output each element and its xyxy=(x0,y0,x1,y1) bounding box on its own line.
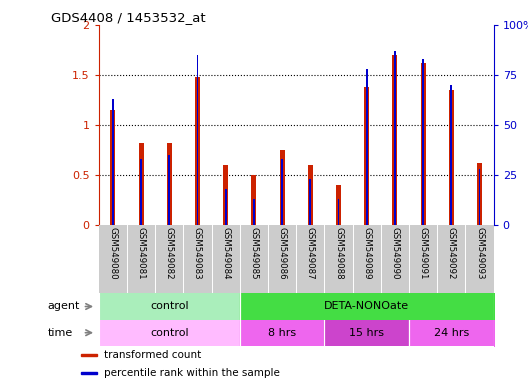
Text: GSM549093: GSM549093 xyxy=(475,227,484,279)
Text: GDS4408 / 1453532_at: GDS4408 / 1453532_at xyxy=(51,11,206,24)
Bar xyxy=(392,55,398,225)
Bar xyxy=(223,165,228,225)
Bar xyxy=(195,77,200,225)
Text: GSM549086: GSM549086 xyxy=(278,227,287,280)
Text: time: time xyxy=(48,328,73,338)
Bar xyxy=(366,69,367,225)
Bar xyxy=(422,59,424,225)
Text: transformed count: transformed count xyxy=(103,351,201,361)
Bar xyxy=(336,185,341,225)
Bar xyxy=(337,199,340,225)
Text: 15 hrs: 15 hrs xyxy=(349,328,384,338)
Bar xyxy=(449,90,454,225)
Text: 24 hrs: 24 hrs xyxy=(433,328,469,338)
Bar xyxy=(477,163,482,225)
Text: control: control xyxy=(150,301,188,311)
Bar xyxy=(279,150,285,225)
Text: agent: agent xyxy=(48,301,80,311)
Bar xyxy=(309,179,311,225)
Bar xyxy=(196,55,199,225)
Bar xyxy=(110,110,116,225)
Text: DETA-NONOate: DETA-NONOate xyxy=(324,301,409,311)
Text: GSM549080: GSM549080 xyxy=(108,227,117,280)
Bar xyxy=(251,175,257,225)
Text: GSM549084: GSM549084 xyxy=(221,227,230,280)
Bar xyxy=(138,143,144,225)
Bar xyxy=(168,155,170,225)
Text: GSM549092: GSM549092 xyxy=(447,227,456,279)
Bar xyxy=(394,51,396,225)
Text: control: control xyxy=(150,328,188,338)
Bar xyxy=(308,165,313,225)
Text: percentile rank within the sample: percentile rank within the sample xyxy=(103,368,279,378)
Bar xyxy=(81,354,97,356)
Text: GSM549090: GSM549090 xyxy=(390,227,400,279)
Bar xyxy=(225,189,227,225)
Bar xyxy=(81,372,97,374)
Text: 8 hrs: 8 hrs xyxy=(268,328,296,338)
Bar xyxy=(140,159,142,225)
Bar xyxy=(450,85,452,225)
Text: GSM549085: GSM549085 xyxy=(249,227,258,280)
Bar xyxy=(421,63,426,225)
Text: GSM549091: GSM549091 xyxy=(419,227,428,279)
Text: GSM549082: GSM549082 xyxy=(165,227,174,280)
Bar xyxy=(167,143,172,225)
Bar xyxy=(364,87,369,225)
Text: GSM549089: GSM549089 xyxy=(362,227,371,279)
Text: GSM549087: GSM549087 xyxy=(306,227,315,280)
Text: GSM549088: GSM549088 xyxy=(334,227,343,280)
Bar xyxy=(281,159,283,225)
Bar xyxy=(479,169,480,225)
Bar xyxy=(253,199,255,225)
Bar xyxy=(112,99,114,225)
Text: GSM549083: GSM549083 xyxy=(193,227,202,280)
Text: GSM549081: GSM549081 xyxy=(137,227,146,280)
